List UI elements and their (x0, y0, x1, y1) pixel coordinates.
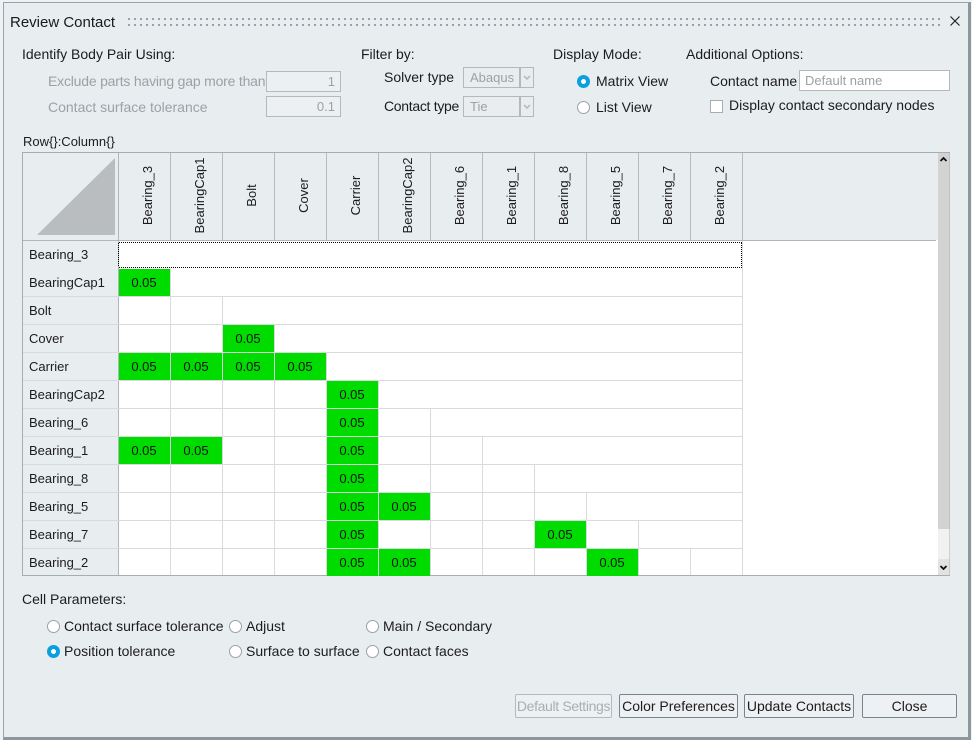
svg-text:Bearing_5: Bearing_5 (608, 166, 623, 225)
svg-text:Bearing_8: Bearing_8 (556, 166, 571, 225)
svg-text:Bearing_1: Bearing_1 (29, 443, 88, 458)
svg-text:0.05: 0.05 (183, 359, 208, 374)
svg-text:Bearing_5: Bearing_5 (29, 499, 88, 514)
svg-text:Bearing_7: Bearing_7 (660, 166, 675, 225)
svg-text:0.05: 0.05 (131, 443, 156, 458)
svg-text:Bearing_2: Bearing_2 (712, 166, 727, 225)
svg-text:0.05: 0.05 (339, 443, 364, 458)
svg-text:0.05: 0.05 (599, 555, 624, 570)
svg-text:Bearing_7: Bearing_7 (29, 527, 88, 542)
svg-text:0.05: 0.05 (287, 359, 312, 374)
svg-text:Bearing_3: Bearing_3 (29, 247, 88, 262)
svg-text:0.05: 0.05 (235, 359, 260, 374)
svg-text:Bearing_3: Bearing_3 (140, 166, 155, 225)
svg-text:Bolt: Bolt (244, 184, 259, 207)
svg-text:Cover: Cover (29, 331, 64, 346)
svg-text:0.05: 0.05 (339, 499, 364, 514)
svg-text:0.05: 0.05 (547, 527, 572, 542)
svg-text:Bearing_6: Bearing_6 (452, 166, 467, 225)
svg-text:Bearing_8: Bearing_8 (29, 471, 88, 486)
svg-text:0.05: 0.05 (339, 471, 364, 486)
svg-text:BearingCap1: BearingCap1 (29, 275, 105, 290)
svg-text:0.05: 0.05 (391, 555, 416, 570)
svg-text:0.05: 0.05 (183, 443, 208, 458)
svg-text:Carrier: Carrier (348, 175, 363, 215)
svg-text:0.05: 0.05 (339, 415, 364, 430)
svg-text:0.05: 0.05 (131, 359, 156, 374)
svg-text:BearingCap2: BearingCap2 (400, 158, 415, 234)
svg-text:Bearing_1: Bearing_1 (504, 166, 519, 225)
svg-text:BearingCap2: BearingCap2 (29, 387, 105, 402)
svg-text:BearingCap1: BearingCap1 (192, 158, 207, 234)
svg-text:Bolt: Bolt (29, 303, 52, 318)
svg-text:Bearing_2: Bearing_2 (29, 555, 88, 570)
svg-text:0.05: 0.05 (339, 527, 364, 542)
svg-text:0.05: 0.05 (391, 499, 416, 514)
svg-text:0.05: 0.05 (131, 275, 156, 290)
svg-text:Cover: Cover (296, 177, 311, 212)
svg-text:Carrier: Carrier (29, 359, 69, 374)
svg-text:Bearing_6: Bearing_6 (29, 415, 88, 430)
svg-text:0.05: 0.05 (235, 331, 260, 346)
svg-text:0.05: 0.05 (339, 555, 364, 570)
svg-text:0.05: 0.05 (339, 387, 364, 402)
